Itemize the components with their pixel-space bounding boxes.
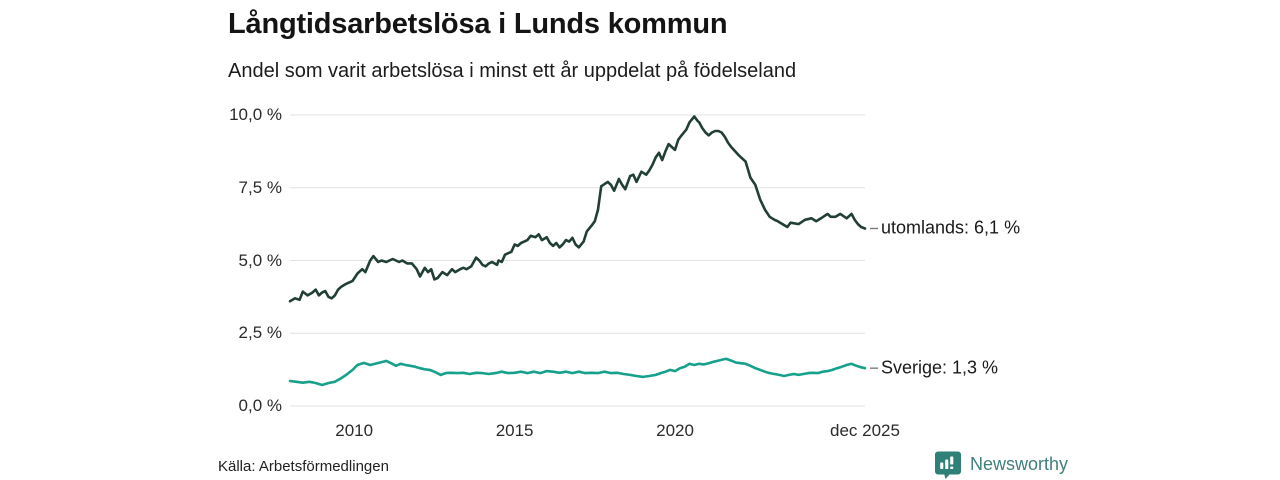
x-tick-label: 2010 bbox=[335, 421, 374, 440]
sverige-end-label: Sverige: 1,3 % bbox=[881, 357, 999, 378]
x-tick-label: dec 2025 bbox=[830, 421, 900, 440]
gridlines bbox=[290, 114, 865, 407]
x-tick-label: 2015 bbox=[495, 421, 534, 440]
series-lines bbox=[288, 115, 867, 387]
y-tick-label: 10,0 % bbox=[229, 105, 282, 124]
utomlands-line bbox=[288, 115, 867, 303]
newsworthy-logo[interactable]: Newsworthy bbox=[934, 450, 1068, 479]
chart-title: Långtidsarbetslösa i Lunds kommun bbox=[228, 8, 728, 40]
chart-subtitle: Andel som varit arbetslösa i minst ett å… bbox=[228, 60, 797, 82]
y-tick-label: 7,5 % bbox=[238, 177, 282, 197]
y-tick-label: 5,0 % bbox=[238, 250, 282, 270]
utomlands-end-label: utomlands: 6,1 % bbox=[881, 217, 1021, 238]
newsworthy-wordmark: Newsworthy bbox=[970, 454, 1069, 474]
source-note: Källa: Arbetsförmedlingen bbox=[218, 458, 389, 475]
y-tick-label: 0,0 % bbox=[238, 396, 282, 415]
label-connectors bbox=[870, 227, 878, 369]
y-tick-label: 2,5 % bbox=[238, 323, 282, 343]
newsworthy-logo-icon bbox=[935, 451, 961, 479]
x-tick-label: 2020 bbox=[656, 421, 694, 440]
sverige-line bbox=[288, 357, 867, 387]
